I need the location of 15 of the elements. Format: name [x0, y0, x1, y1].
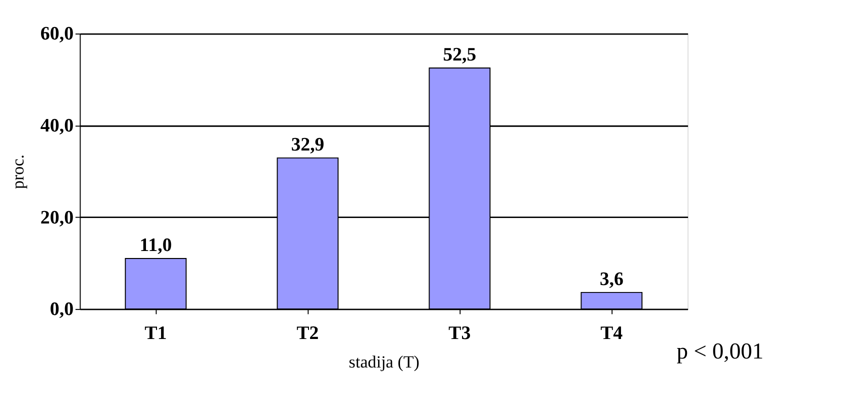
y-axis-title: proc.: [8, 154, 28, 190]
text: p < 0,001: [676, 338, 764, 364]
x-tick-label: T4: [600, 322, 624, 344]
x-tick-label: T1: [144, 322, 167, 344]
x-tick-label: T3: [448, 322, 471, 344]
x-axis-title: stadija (T): [348, 352, 420, 372]
data-label: 3,6: [600, 268, 624, 290]
y-tick-label: 0,0: [50, 299, 74, 320]
data-label: 11,0: [140, 234, 172, 256]
data-label: 52,5: [443, 44, 476, 66]
y-tick-label: 40,0: [40, 116, 74, 137]
y-tick-label: 20,0: [40, 207, 74, 228]
y-tick-label: 60,0: [40, 24, 74, 45]
data-label: 32,9: [291, 134, 324, 156]
x-tick-label: T2: [296, 322, 319, 344]
